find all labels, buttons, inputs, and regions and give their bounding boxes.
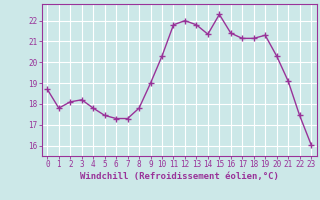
X-axis label: Windchill (Refroidissement éolien,°C): Windchill (Refroidissement éolien,°C) (80, 172, 279, 181)
